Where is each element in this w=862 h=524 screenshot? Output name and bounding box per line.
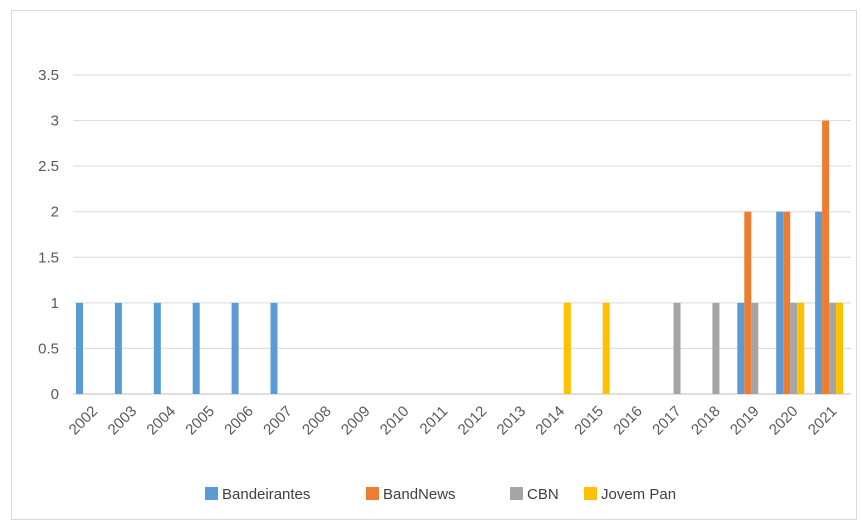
bar-cbn-2019 [751, 303, 758, 394]
x-tick-label: 2004 [143, 403, 179, 439]
bar-bandeirantes-2007 [271, 303, 278, 394]
x-tick-label: 2021 [805, 403, 841, 439]
legend-swatch [584, 487, 597, 500]
bar-bandnews-2020 [783, 212, 790, 394]
bar-bandeirantes-2019 [737, 303, 744, 394]
legend-label: CBN [527, 486, 559, 503]
bar-jovem-pan-2020 [797, 303, 804, 394]
x-tick-label: 2015 [571, 403, 607, 439]
x-tick-label: 2017 [649, 403, 685, 439]
x-tick-label: 2005 [182, 403, 218, 439]
y-tick-label: 2 [51, 204, 59, 221]
y-tick-label: 1 [51, 295, 59, 312]
x-tick-label: 2018 [688, 403, 724, 439]
x-tick-label: 2008 [299, 403, 335, 439]
bar-bandnews-2021 [822, 121, 829, 394]
y-tick-label: 3 [51, 113, 59, 130]
legend-swatch [366, 487, 379, 500]
gridlines [73, 75, 851, 394]
x-tick-label: 2006 [221, 403, 257, 439]
legend-item-bandeirantes: Bandeirantes [205, 486, 310, 503]
bar-bandeirantes-2020 [776, 212, 783, 394]
x-tick-label: 2016 [610, 403, 646, 439]
x-tick-label: 2011 [417, 403, 452, 438]
bar-jovem-pan-2015 [603, 303, 610, 394]
bar-bandeirantes-2006 [232, 303, 239, 394]
x-tick-label: 2007 [260, 403, 296, 439]
x-tick-label: 2020 [766, 403, 802, 439]
bar-jovem-pan-2021 [836, 303, 843, 394]
y-tick-label: 0.5 [38, 340, 59, 357]
bar-bandnews-2019 [744, 212, 751, 394]
bar-bandeirantes-2005 [193, 303, 200, 394]
x-tick-label: 2012 [455, 403, 491, 439]
legend-swatch [510, 487, 523, 500]
legend-item-bandnews: BandNews [366, 486, 456, 503]
legend: Bandeirantes BandNews CBN Jovem Pan [205, 486, 676, 503]
x-tick-label: 2014 [532, 403, 568, 439]
x-tick-label: 2002 [66, 403, 102, 439]
x-axis-ticks: 2002 2003 2004 2005 2006 2007 2008 2009 2010 2011… [66, 403, 841, 439]
bar-bandeirantes-2021 [815, 212, 822, 394]
bar-cbn-2017 [674, 303, 681, 394]
bar-jovem-pan-2014 [564, 303, 571, 394]
legend-label: BandNews [383, 486, 456, 503]
y-axis-ticks: 0 0.5 1 1.5 2 2.5 3 3.5 [38, 67, 59, 403]
legend-label: Bandeirantes [222, 486, 310, 503]
bar-cbn-2020 [790, 303, 797, 394]
bar-bandeirantes-2002 [76, 303, 83, 394]
legend-item-cbn: CBN [510, 486, 559, 503]
legend-swatch [205, 487, 218, 500]
y-tick-label: 1.5 [38, 249, 59, 266]
bar-cbn-2018 [712, 303, 719, 394]
legend-item-jovem-pan: Jovem Pan [584, 486, 676, 503]
bar-bandeirantes-2003 [115, 303, 122, 394]
y-tick-label: 0 [51, 386, 59, 403]
x-tick-label: 2019 [727, 403, 763, 439]
x-tick-label: 2013 [494, 403, 530, 439]
y-tick-label: 2.5 [38, 158, 59, 175]
y-tick-label: 3.5 [38, 67, 59, 84]
x-tick-label: 2003 [105, 403, 141, 439]
legend-label: Jovem Pan [601, 486, 676, 503]
x-tick-label: 2009 [338, 403, 374, 439]
bar-bandeirantes-2004 [154, 303, 161, 394]
bar-cbn-2021 [829, 303, 836, 394]
x-tick-label: 2010 [377, 403, 413, 439]
